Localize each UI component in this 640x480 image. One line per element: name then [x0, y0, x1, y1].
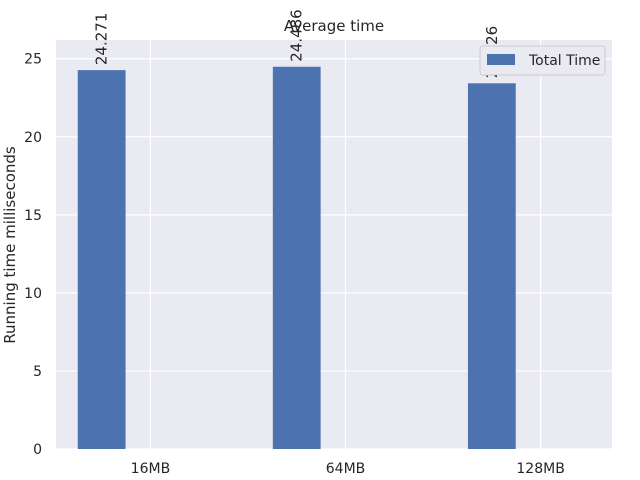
y-tick-label: 20: [24, 130, 42, 146]
legend: Total Time: [479, 45, 606, 76]
bar: [77, 70, 126, 450]
bar: [272, 66, 321, 449]
y-tick-label: 0: [33, 442, 42, 458]
chart-title: Average time: [284, 17, 384, 35]
legend-swatch: [487, 54, 515, 65]
y-tick-label: 10: [24, 286, 42, 302]
y-tick-label: 5: [33, 364, 42, 380]
x-tick-label: 16MB: [131, 461, 171, 477]
grid-lines: [56, 40, 612, 450]
x-tick-labels: 16MB 64MB 128MB: [131, 461, 565, 477]
y-tick-label: 15: [24, 208, 42, 224]
y-tick-labels: 0 5 10 15 20 25: [24, 52, 42, 458]
data-label: 24.271: [93, 13, 111, 66]
bar: [467, 83, 516, 449]
y-axis-label: Running time milliseconds: [1, 146, 19, 344]
legend-label-total-time: Total Time: [528, 53, 600, 69]
x-tick-label: 128MB: [516, 461, 564, 477]
y-tick-label: 25: [24, 52, 42, 68]
bars: [77, 66, 516, 450]
data-label: 24.486: [288, 9, 306, 62]
legend-box: [479, 45, 606, 76]
plot-background: [56, 40, 612, 449]
x-tick-label: 64MB: [326, 461, 366, 477]
